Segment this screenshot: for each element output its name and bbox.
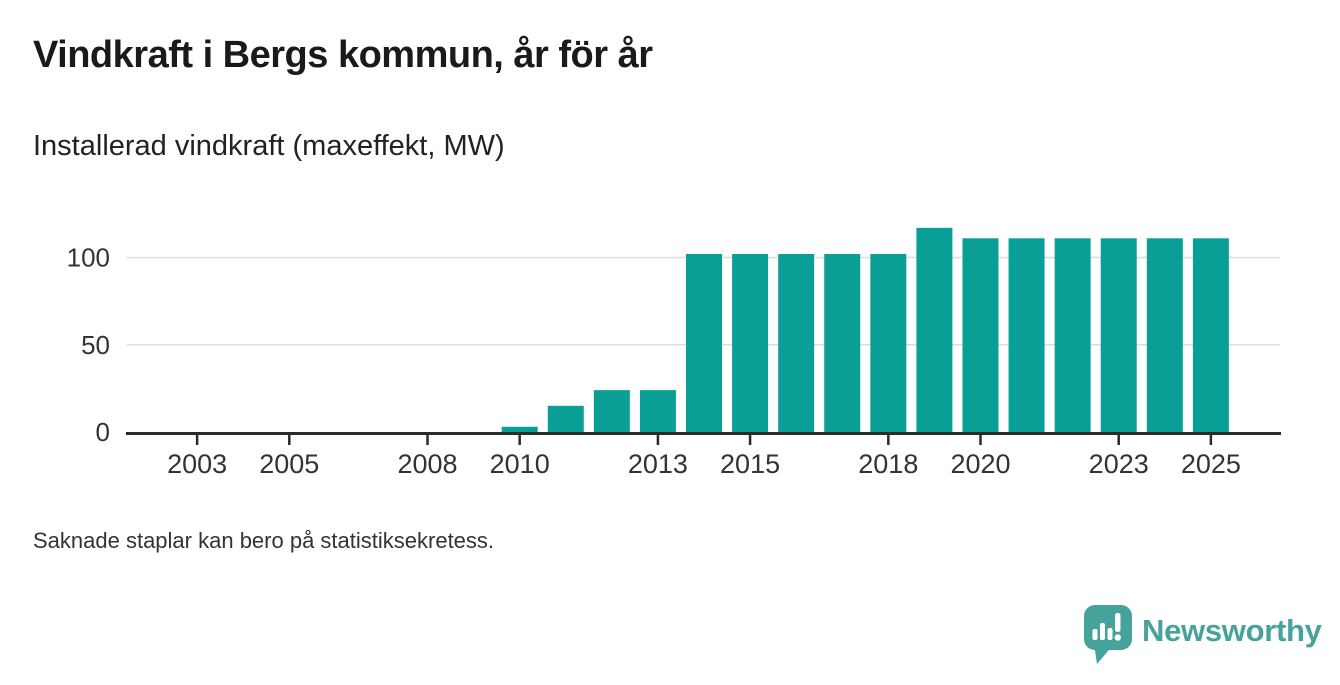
x-tick-label-2005: 2005 [259,449,319,479]
bar-2018 [870,254,907,432]
bar-2020 [962,238,999,432]
newsworthy-logo-text: Newsworthy [1142,613,1322,648]
bar-2012 [593,390,630,432]
bar-2023 [1100,238,1137,432]
bar-2014 [686,254,722,432]
x-tick-label-2018: 2018 [858,449,918,479]
bar-2010 [501,426,538,432]
logo-bar-medium [1107,628,1113,640]
bar-2017 [824,254,861,432]
x-tick-label-2003: 2003 [167,449,227,479]
x-tick-label-2010: 2010 [490,449,550,479]
bar-2013 [639,390,676,432]
bar-2021 [1008,238,1045,432]
bar-2011 [547,405,584,432]
logo-bar-small [1092,629,1098,640]
x-tick-label-2020: 2020 [950,449,1010,479]
logo-exclamation-dot [1114,634,1121,641]
chart-subtitle: Installerad vindkraft (maxeffekt, MW) [33,130,505,162]
logo-bar-tall [1100,623,1105,640]
x-tick-label-2025: 2025 [1181,449,1241,479]
bar-2025 [1192,238,1229,432]
bar-2022 [1054,238,1091,432]
newsworthy-speech-bubble-bar-chart-icon [1084,605,1132,664]
y-tick-label-0: 0 [96,417,110,447]
x-tick-label-2008: 2008 [397,449,457,479]
y-tick-label-100: 100 [67,243,110,273]
bar-2024 [1146,238,1183,432]
x-tick-label-2013: 2013 [628,449,688,479]
y-tick-label-50: 50 [81,330,110,360]
chart-title: Vindkraft i Bergs kommun, år för år [33,34,653,76]
logo-exclamation-bar [1115,613,1121,632]
bar-2016 [778,254,815,432]
x-tick-label-2023: 2023 [1089,449,1149,479]
footnote: Saknade staplar kan bero på statistiksek… [33,528,495,553]
newsworthy-logo: Newsworthy [1083,604,1322,666]
x-tick-label-2015: 2015 [720,449,780,479]
bar-chart: 2003 2005 2008 2010 2013 2015 2018 2020 2023 2025… [67,227,1281,479]
bar-2019 [916,227,953,432]
bar-2015 [732,254,769,432]
